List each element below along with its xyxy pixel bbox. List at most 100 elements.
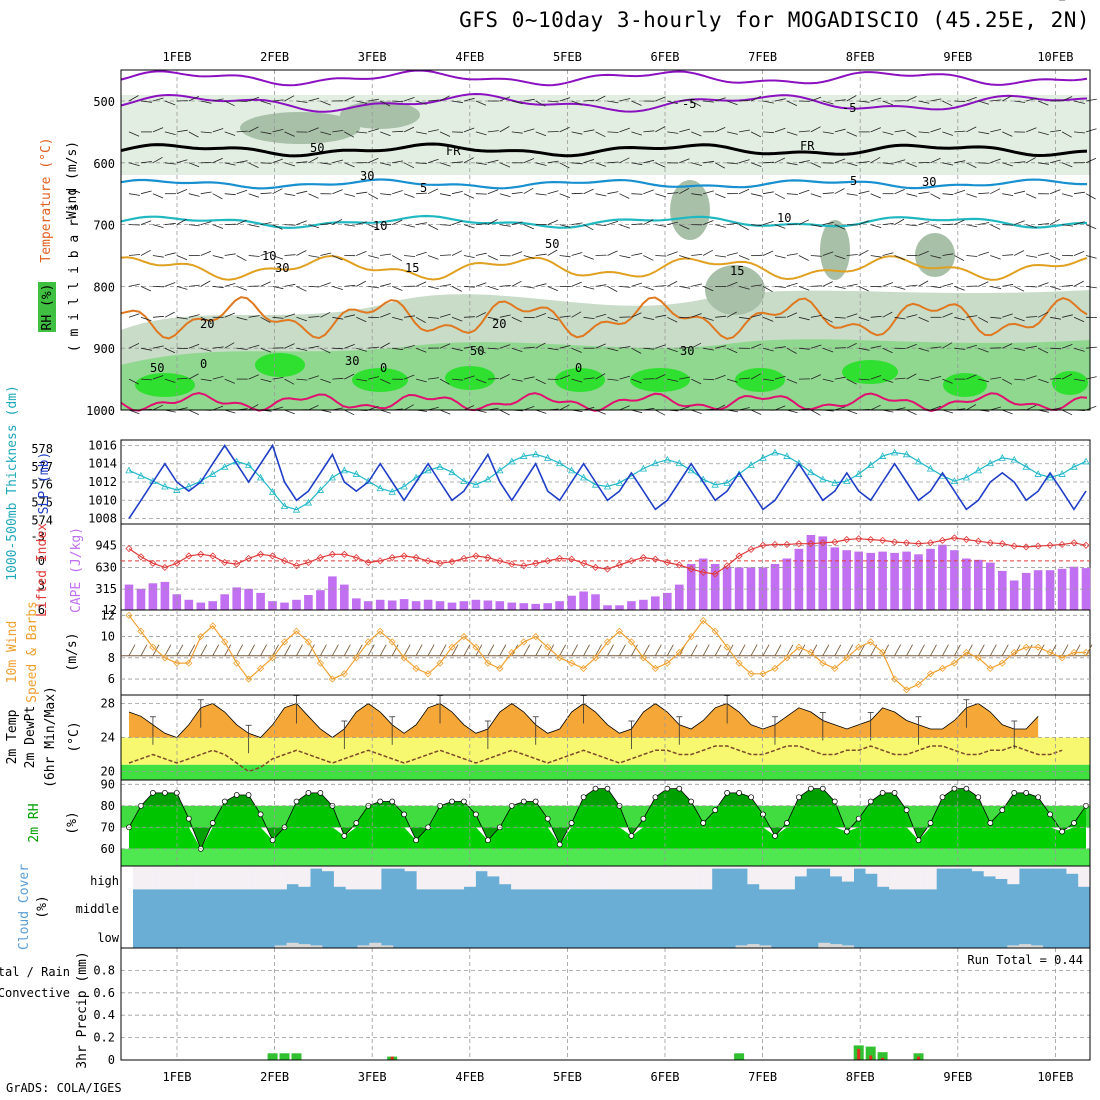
wind-barb	[786, 100, 798, 106]
wind10-barb	[415, 644, 423, 656]
wind-barb	[188, 131, 199, 138]
wind-barb	[930, 98, 942, 102]
wind-barb	[559, 126, 570, 133]
wind-barb	[415, 378, 427, 383]
wind-barb	[344, 96, 355, 102]
wind-barb	[739, 316, 751, 320]
wind-barb	[846, 378, 857, 385]
wind-barb	[463, 157, 474, 164]
wind-barb	[810, 315, 822, 318]
lifted-index-point	[556, 554, 564, 562]
date-label-bottom: 6FEB	[651, 1070, 680, 1084]
cape-bar	[531, 603, 540, 610]
cape-bar	[914, 554, 923, 610]
lifted-index-point	[185, 552, 193, 560]
wind-barb	[846, 193, 858, 196]
cape-bar	[148, 583, 158, 610]
wind-barb	[547, 100, 559, 103]
rh-point	[796, 794, 802, 801]
rh-point	[580, 794, 587, 801]
cape-bar	[1009, 580, 1019, 610]
wind-barb	[810, 224, 822, 228]
wind-barb	[308, 405, 319, 411]
cloud-high-gap	[192, 866, 205, 890]
wind10-barb	[367, 644, 375, 656]
wind-barb	[679, 255, 690, 260]
wind-barb	[655, 374, 666, 380]
wind-barb	[930, 224, 941, 229]
wind-barb	[834, 255, 846, 260]
date-label-bottom: 3FEB	[358, 1070, 387, 1084]
lifted-index-point	[974, 537, 982, 545]
thickness-point	[1022, 462, 1030, 470]
wind-speed-point	[412, 664, 420, 673]
wind-speed-point	[867, 638, 875, 646]
wind-barb	[655, 409, 666, 416]
wind-barb	[774, 224, 786, 229]
date-label-top: 2FEB	[260, 50, 289, 64]
cape-bar	[471, 599, 481, 610]
wind-barb	[870, 193, 881, 199]
wind-barb	[798, 160, 810, 164]
wind10-barb	[977, 644, 985, 656]
label-rh-swatch	[38, 282, 56, 332]
wind-barb	[236, 255, 247, 262]
contour-label: 10	[373, 219, 387, 233]
wind-speed-point	[149, 643, 157, 651]
wind-barb	[236, 316, 248, 321]
cape-bar	[722, 566, 732, 610]
cloud-high-gap	[404, 866, 417, 872]
wind-barb	[176, 255, 188, 261]
wind-barb	[308, 286, 320, 288]
wind-barb	[128, 193, 140, 196]
wind-speed-point	[292, 627, 301, 635]
wind-barb	[344, 373, 355, 380]
cape-bar	[1021, 572, 1031, 610]
wind-speed-point	[364, 638, 372, 646]
wind-barb	[691, 409, 702, 414]
wind-barb	[978, 162, 990, 164]
label-wind-units: (m/s)	[65, 632, 80, 671]
wind10-barb	[535, 644, 543, 656]
contour-freezing-level	[120, 142, 1088, 158]
wind-barb	[631, 347, 642, 354]
wind-barb	[786, 282, 798, 287]
wind-speed-point	[580, 664, 588, 673]
wind-barb	[428, 99, 440, 102]
rh-band-70-80	[121, 805, 1090, 828]
wind-barb	[679, 376, 691, 380]
lifted-index-point	[831, 538, 839, 546]
wind-barb	[224, 131, 236, 136]
wind-barb	[727, 162, 739, 165]
temp-tick-label: 24	[101, 731, 115, 745]
label-cloud-cover: Cloud Cover	[17, 864, 32, 950]
thickness-point	[436, 462, 444, 470]
wind-barb	[559, 404, 570, 411]
cloud-high-gap	[1066, 866, 1079, 874]
wind-barb	[188, 409, 199, 415]
rh-point	[748, 794, 754, 801]
lifted-index-point	[914, 540, 923, 548]
wind-barb	[427, 188, 439, 195]
wind-barb	[619, 255, 631, 259]
wind-barb	[415, 100, 427, 105]
wind-barb	[224, 100, 235, 107]
rh-band-moist	[121, 339, 1090, 410]
thickness-line	[128, 451, 1087, 511]
wind-barb	[942, 312, 953, 318]
wind-barb	[786, 378, 798, 384]
thickness-point	[579, 473, 588, 481]
wind-barb	[176, 316, 188, 320]
rh-point	[867, 798, 874, 805]
wind-barb	[703, 100, 715, 103]
wind-barb	[846, 313, 858, 318]
wind-barb	[248, 162, 259, 168]
wind-speed-point	[508, 648, 516, 657]
wind-barb	[212, 405, 224, 411]
date-label-top: 8FEB	[846, 50, 875, 64]
wind-barb	[1073, 131, 1086, 134]
wind-barb	[894, 316, 906, 320]
wind-barb	[559, 315, 571, 318]
wind-barb	[475, 282, 487, 287]
wind-barb	[511, 316, 522, 323]
